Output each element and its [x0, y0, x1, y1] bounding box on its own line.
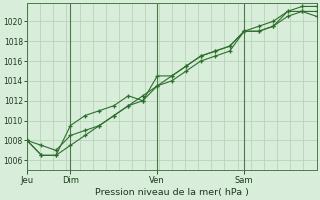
X-axis label: Pression niveau de la mer( hPa ): Pression niveau de la mer( hPa ): [95, 188, 249, 197]
